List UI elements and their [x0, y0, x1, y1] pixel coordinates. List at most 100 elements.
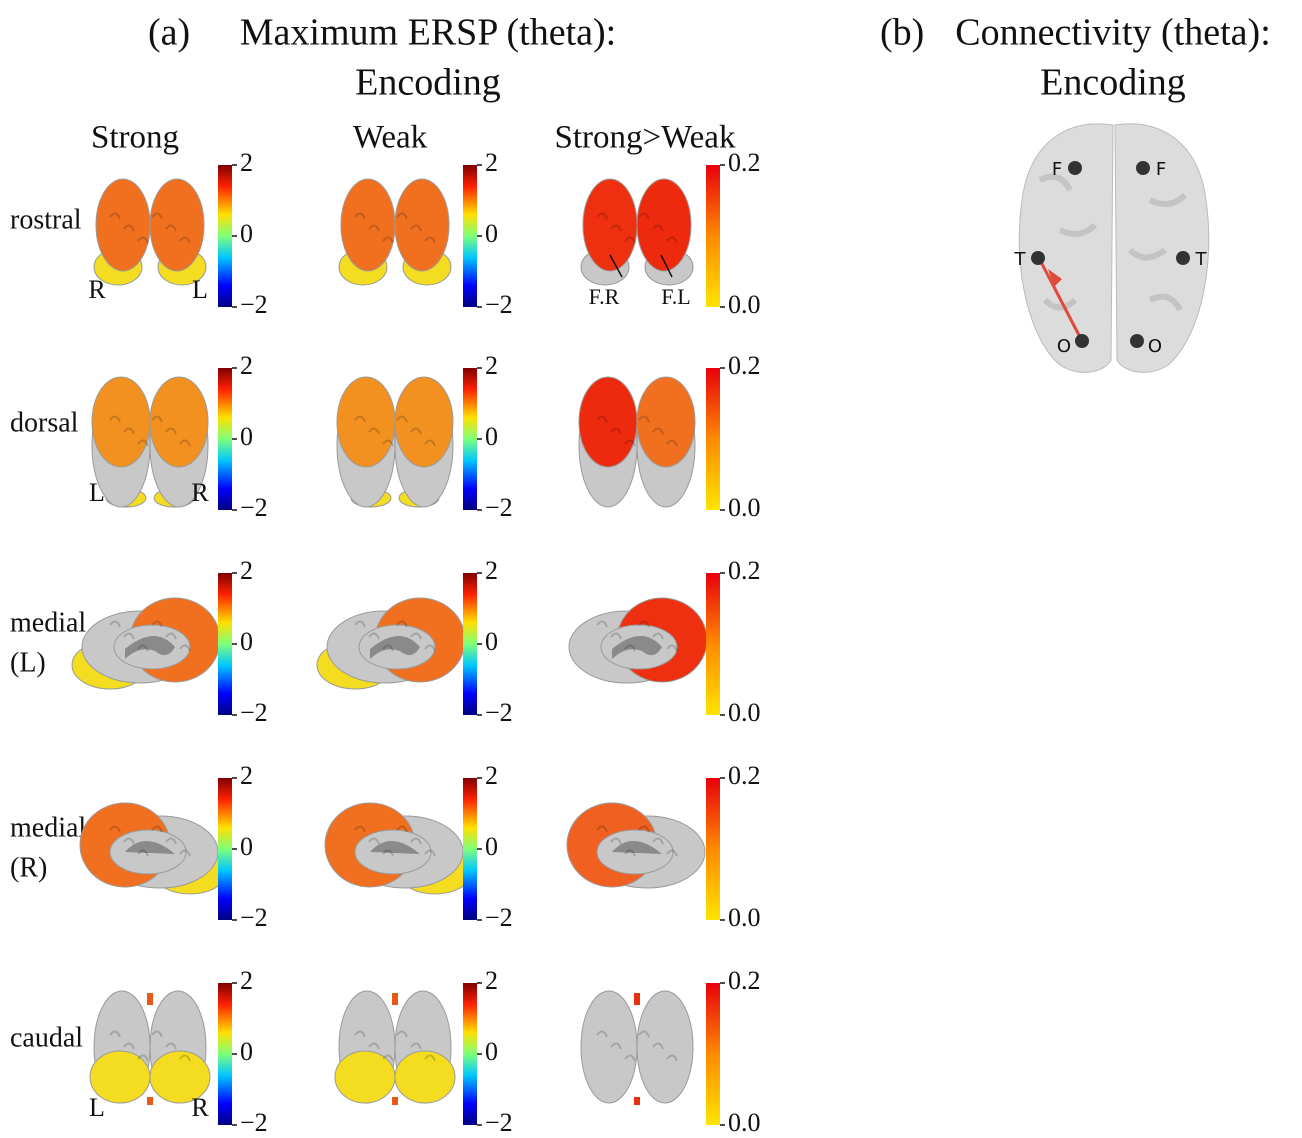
- colorbar-tick-label: 0.0: [728, 903, 761, 932]
- colorbar-tick-label: 0.2: [728, 761, 761, 790]
- electrode-node: [1130, 334, 1144, 348]
- colorbar-tick-label: 0.0: [728, 493, 761, 522]
- colorbar-tick-label: 0: [485, 832, 498, 861]
- brain-region: [150, 377, 208, 467]
- colorbar-tick-label: −2: [240, 290, 268, 319]
- electrode-node: [1176, 251, 1190, 265]
- column-header: Weak: [353, 120, 428, 156]
- colorbar-tick-label: 2: [485, 351, 498, 380]
- electrode-label: T: [1195, 249, 1208, 270]
- brain-region: [395, 377, 453, 467]
- colorbar: [218, 573, 232, 715]
- colorbar-tick-label: 2: [240, 966, 253, 995]
- colorbar-tick-label: 0: [240, 627, 253, 656]
- colorbar-tick-label: 0.0: [728, 290, 761, 319]
- colorbar: [706, 983, 720, 1125]
- brain: [569, 598, 707, 683]
- annotation-label: F.L: [661, 284, 690, 309]
- row-label: caudal: [10, 1022, 83, 1053]
- colorbar-tick-label: −2: [240, 698, 268, 727]
- colorbar: [706, 165, 720, 307]
- colorbar-tick-label: 0: [240, 832, 253, 861]
- row-label: medial: [10, 607, 86, 638]
- colorbar-tick-label: 0: [485, 219, 498, 248]
- colorbar-tick-label: 0.2: [728, 351, 761, 380]
- colorbar: [706, 573, 720, 715]
- row-label: (R): [10, 852, 47, 883]
- panel-title: Encoding: [1040, 62, 1186, 104]
- colorbar: [463, 778, 477, 920]
- colorbar-tick-label: 2: [240, 351, 253, 380]
- brain: [337, 377, 453, 507]
- row-label: (L): [10, 647, 46, 678]
- electrode-label: O: [1057, 336, 1071, 357]
- colorbar-tick-label: −2: [485, 290, 513, 319]
- electrode-label: F: [1052, 159, 1062, 180]
- brain-region: [634, 1097, 640, 1105]
- brain-region: [337, 377, 395, 467]
- colorbar-tick-label: 2: [485, 761, 498, 790]
- brain: [80, 803, 228, 894]
- colorbar-tick-label: −2: [485, 903, 513, 932]
- colorbar-tick-label: −2: [485, 493, 513, 522]
- panel-title: Maximum ERSP (theta):: [240, 12, 616, 54]
- brain-region: [579, 377, 637, 467]
- panel-title: Encoding: [355, 62, 501, 104]
- colorbar-tick-label: −2: [240, 1108, 268, 1137]
- electrode-node: [1136, 161, 1150, 175]
- orientation-label: R: [88, 275, 106, 304]
- brain-region: [395, 179, 449, 271]
- colorbar-tick-label: 0: [240, 219, 253, 248]
- brain: [335, 991, 455, 1105]
- row-label: dorsal: [10, 407, 79, 438]
- colorbar-tick-label: 2: [240, 556, 253, 585]
- panel-label: (b): [880, 12, 924, 54]
- colorbar: [218, 778, 232, 920]
- colorbar-tick-label: 2: [240, 761, 253, 790]
- colorbar-tick-label: 0.2: [728, 148, 761, 177]
- column-header: Strong: [91, 120, 179, 156]
- brain-region: [150, 179, 204, 271]
- column-header: Strong>Weak: [555, 120, 736, 156]
- electrode-label: F: [1156, 159, 1166, 180]
- connectivity-brain: [1019, 124, 1209, 373]
- colorbar-tick-label: 0: [240, 422, 253, 451]
- colorbar: [218, 983, 232, 1125]
- colorbar-tick-label: 0.2: [728, 966, 761, 995]
- electrode-node: [1068, 161, 1082, 175]
- brain-region: [96, 179, 150, 271]
- brain-region: [581, 991, 637, 1103]
- colorbar-tick-label: 0: [485, 1037, 498, 1066]
- electrode-label: O: [1148, 336, 1162, 357]
- brain: [325, 803, 473, 894]
- row-label: medial: [10, 812, 86, 843]
- brain-region: [147, 993, 153, 1005]
- panel-label: (a): [148, 12, 190, 54]
- brain-region: [335, 1051, 395, 1103]
- brain-region: [147, 1097, 153, 1105]
- orientation-label: L: [192, 275, 208, 304]
- orientation-label: L: [89, 478, 105, 507]
- panel-title: Connectivity (theta):: [955, 12, 1271, 54]
- colorbar-tick-label: −2: [485, 1108, 513, 1137]
- brain: [581, 179, 693, 285]
- colorbar: [706, 778, 720, 920]
- colorbar: [706, 368, 720, 510]
- electrode-node: [1075, 334, 1089, 348]
- colorbar-tick-label: 2: [485, 556, 498, 585]
- brain-region: [634, 993, 640, 1005]
- brain-region: [341, 179, 395, 271]
- brain: [581, 991, 693, 1105]
- brain-region: [637, 179, 691, 271]
- colorbar-tick-label: −2: [240, 493, 268, 522]
- brain-region: [92, 377, 150, 467]
- orientation-label: R: [191, 478, 209, 507]
- brain-region: [392, 993, 398, 1005]
- brain-region: [637, 377, 695, 467]
- colorbar: [463, 573, 477, 715]
- brain: [94, 179, 206, 285]
- colorbar: [218, 368, 232, 510]
- brain: [567, 803, 705, 888]
- colorbar-tick-label: 0: [240, 1037, 253, 1066]
- colorbar: [463, 165, 477, 307]
